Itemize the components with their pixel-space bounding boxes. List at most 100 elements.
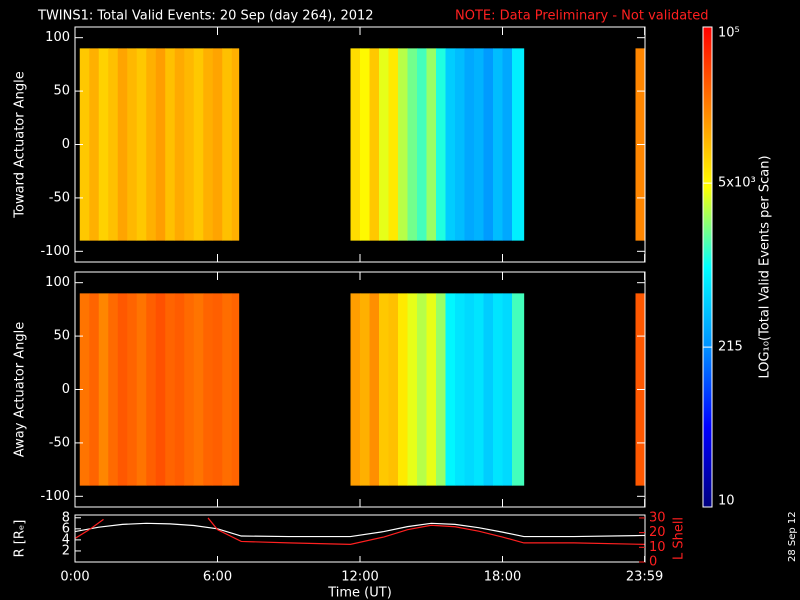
heat-cell xyxy=(127,293,138,486)
heat-cell xyxy=(445,48,456,241)
heat-cell xyxy=(127,48,138,241)
heat-cell xyxy=(136,293,147,486)
colorbar-label: LOG₁₀(Total Valid Events per Scan) xyxy=(758,155,773,378)
heat-cell xyxy=(407,293,418,486)
y-tick-label: -50 xyxy=(49,190,70,205)
heat-cell xyxy=(493,293,503,486)
heat-cell xyxy=(79,293,90,486)
heat-cell xyxy=(388,293,399,486)
heat-cell xyxy=(483,293,494,486)
x-tick-label: 0:00 xyxy=(60,570,89,585)
heat-cell xyxy=(212,293,223,486)
line-series xyxy=(207,517,645,545)
heat-cell xyxy=(79,48,90,241)
heat-cell xyxy=(360,48,370,241)
heat-cell xyxy=(493,48,503,241)
heat-cell xyxy=(193,293,204,486)
heat-cell xyxy=(155,48,166,241)
heat-cell xyxy=(379,48,389,241)
y-tick-label: 4 xyxy=(62,532,70,547)
colorbar-tick-label: 5x10³ xyxy=(718,176,756,191)
colorbar xyxy=(702,26,713,508)
x-tick-label: 12:00 xyxy=(341,570,378,585)
heat-cell xyxy=(436,48,446,241)
heat-cell xyxy=(98,293,109,486)
heat-cell xyxy=(398,293,408,486)
y-tick-label: -100 xyxy=(40,489,70,504)
heat-cell xyxy=(360,293,370,486)
line-series xyxy=(75,518,104,540)
heat-cell xyxy=(436,293,446,486)
x-tick-label: 18:00 xyxy=(484,570,521,585)
heat-cell xyxy=(474,293,484,486)
heat-cell xyxy=(146,48,157,241)
y-tick-label: 0 xyxy=(62,382,70,397)
heat-cell xyxy=(502,48,513,241)
heat-cell xyxy=(502,293,513,486)
heat-cell xyxy=(474,48,484,241)
y-tick-label: -50 xyxy=(49,435,70,450)
heat-cell xyxy=(388,48,399,241)
y2-tick-label: 30 xyxy=(649,510,666,525)
heat-cell xyxy=(464,293,475,486)
y2-tick-label: 0 xyxy=(649,555,657,570)
colorbar-tick-label: 215 xyxy=(718,340,743,355)
y-tick-label: 50 xyxy=(53,329,70,344)
x-axis-label: Time (UT) xyxy=(327,586,392,600)
heat-cell xyxy=(174,293,185,486)
heat-cell xyxy=(512,293,525,486)
heat-cell xyxy=(203,293,214,486)
heat-cell xyxy=(222,293,233,486)
y-tick-label: 8 xyxy=(62,510,70,525)
heat-cell xyxy=(184,293,195,486)
heat-cell xyxy=(369,293,380,486)
heat-cell xyxy=(117,293,128,486)
y-tick-label: -100 xyxy=(40,244,70,259)
y2-axis-label: L Shell xyxy=(672,517,687,560)
heat-cell xyxy=(512,48,525,241)
heat-cell xyxy=(155,293,166,486)
heat-cell xyxy=(98,48,109,241)
heat-cell xyxy=(165,293,176,486)
heat-cell xyxy=(426,48,437,241)
heat-cell xyxy=(455,293,465,486)
heat-cell xyxy=(417,293,427,486)
x-tick-label: 23:59 xyxy=(626,570,663,585)
y2-tick-label: 10 xyxy=(649,540,666,555)
heat-cell xyxy=(89,293,100,486)
heat-cell xyxy=(231,293,240,486)
heat-cell xyxy=(379,293,389,486)
y-tick-label: 50 xyxy=(53,84,70,99)
heat-cell xyxy=(407,48,418,241)
title: TWINS1: Total Valid Events: 20 Sep (day … xyxy=(37,9,374,24)
heat-cell xyxy=(398,48,408,241)
heat-cell xyxy=(165,48,176,241)
heat-cell xyxy=(350,48,361,241)
y-axis-label: Toward Actuator Angle xyxy=(13,71,28,218)
y-tick-label: 2 xyxy=(62,543,70,558)
heat-cell xyxy=(350,293,361,486)
heat-cell xyxy=(193,48,204,241)
heat-cell xyxy=(117,48,128,241)
y-tick-label: 6 xyxy=(62,521,70,536)
y-axis-label: R [Rₑ] xyxy=(13,520,28,558)
note: NOTE: Data Preliminary - Not validated xyxy=(455,9,709,24)
heat-cell xyxy=(417,48,427,241)
colorbar-tick-label: 10⁵ xyxy=(718,26,740,41)
date-stamp: 28 Sep 12 xyxy=(787,511,798,562)
heat-cell xyxy=(231,48,240,241)
y-tick-label: 0 xyxy=(62,137,70,152)
heat-cell xyxy=(136,48,147,241)
heat-cell xyxy=(426,293,437,486)
x-tick-label: 6:00 xyxy=(203,570,232,585)
heat-cell xyxy=(483,48,494,241)
y-axis-label: Away Actuator Angle xyxy=(13,322,28,457)
y-tick-label: 100 xyxy=(45,275,70,290)
heat-cell xyxy=(89,48,100,241)
heat-cell xyxy=(184,48,195,241)
heat-cell xyxy=(212,48,223,241)
heat-cell xyxy=(369,48,380,241)
heat-cell xyxy=(222,48,233,241)
